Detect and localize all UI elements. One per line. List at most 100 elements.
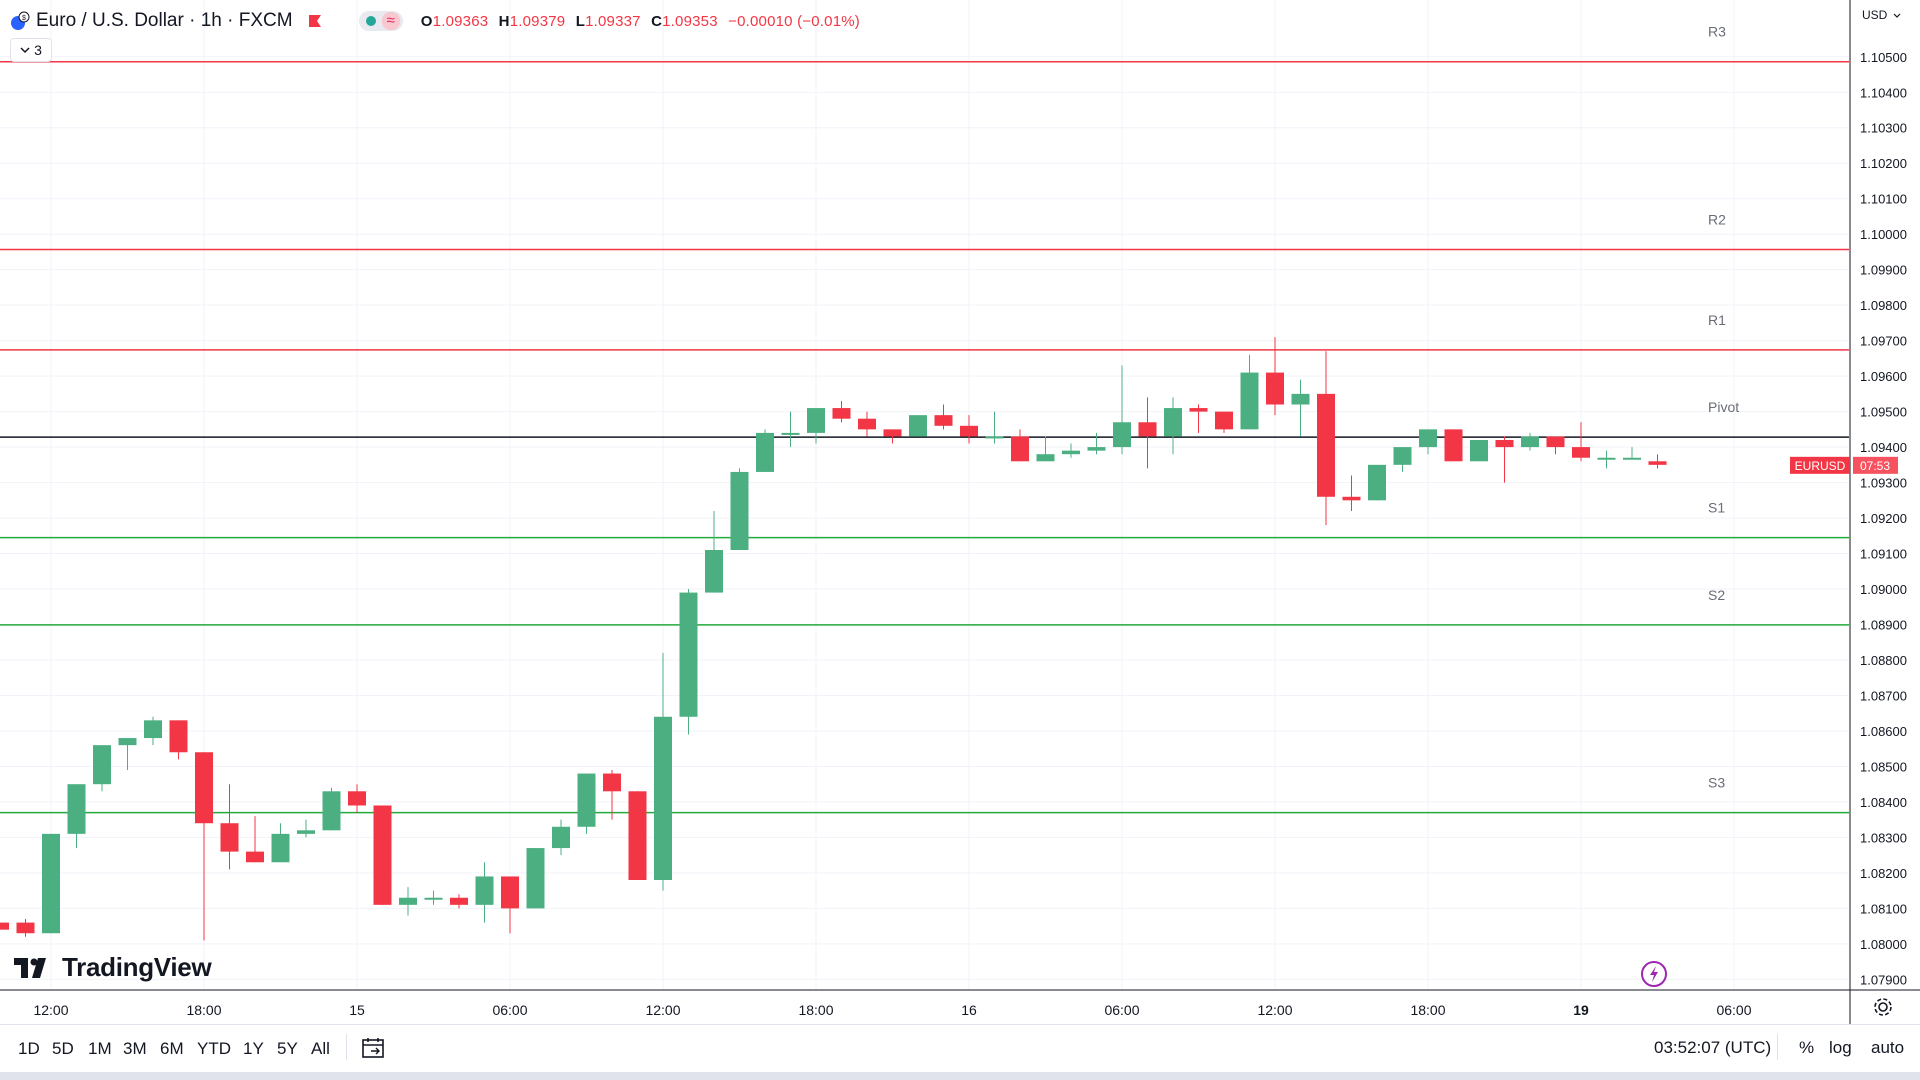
candle-body <box>144 720 162 739</box>
candle-body <box>934 415 953 426</box>
change-value: −0.00010 (−0.01%) <box>728 12 860 30</box>
tradingview-logo-icon <box>14 957 46 978</box>
countdown-badge-label: 07:53 <box>1860 459 1890 473</box>
tradingview-logo[interactable]: TradingView <box>14 952 212 983</box>
candle-body <box>424 897 443 900</box>
currency-selector[interactable]: USD <box>1862 8 1901 22</box>
range-button-1d[interactable]: 1D <box>18 1039 40 1058</box>
x-tick-label: 19 <box>1573 1002 1589 1018</box>
candle-body <box>1113 422 1131 448</box>
utc-clock[interactable]: 03:52:07 (UTC) <box>1654 1038 1772 1057</box>
candle-body <box>985 436 1004 439</box>
candle-body <box>628 791 647 880</box>
candle-body <box>1597 457 1616 460</box>
high-value: 1.09379 <box>509 12 566 30</box>
price-chart[interactable]: 1.07900 1.08000 1.08100 1.08200 1.08300 1.084… <box>0 0 1920 1024</box>
candle-body <box>1648 461 1667 465</box>
candle-body <box>909 415 927 437</box>
candle-body <box>730 471 749 550</box>
range-button-1y[interactable]: 1Y <box>243 1039 264 1058</box>
candle-body <box>1572 447 1590 458</box>
close-label: C <box>651 12 663 30</box>
bolt-icon[interactable] <box>1640 960 1668 988</box>
candle-body <box>807 408 825 433</box>
candle-body <box>1036 454 1055 462</box>
y-tick-label: 1.09000 <box>1860 582 1907 597</box>
high-label: H <box>498 12 510 30</box>
toolbar-divider <box>1777 1034 1778 1060</box>
pivot-level-label-r3: R3 <box>1708 24 1726 40</box>
range-button-6m[interactable]: 6M <box>160 1039 184 1058</box>
range-button-5d[interactable]: 5D <box>52 1039 74 1058</box>
range-button-3m[interactable]: 3M <box>123 1039 147 1058</box>
y-tick-label: 1.08000 <box>1860 937 1907 952</box>
x-tick-label: 12:00 <box>33 1002 68 1018</box>
log-toggle[interactable]: log <box>1829 1038 1852 1057</box>
candle-body <box>756 432 774 472</box>
symbol-title[interactable]: Euro / U.S. Dollar · 1h · FXCM <box>36 10 293 31</box>
candle-body <box>399 897 417 905</box>
svg-text:$: $ <box>22 15 26 22</box>
chevron-down-icon <box>20 47 30 54</box>
candle-body <box>832 408 851 419</box>
low-value: 1.09337 <box>585 12 641 30</box>
symbol-badge <box>1790 456 1850 474</box>
y-tick-label: 1.10200 <box>1860 156 1907 171</box>
candle-body <box>118 738 137 746</box>
y-tick-label: 1.09600 <box>1860 369 1907 384</box>
y-tick-label: 1.09700 <box>1860 334 1907 349</box>
percent-toggle[interactable]: % <box>1799 1038 1815 1057</box>
indicators-collapse-button[interactable]: 3 <box>10 38 52 62</box>
countdown-badge <box>1853 456 1898 474</box>
flag-icon[interactable] <box>307 13 323 29</box>
x-tick-label: 18:00 <box>1410 1002 1445 1018</box>
x-tick-label: 16 <box>961 1002 977 1018</box>
pivot-level-label-r1: R1 <box>1708 312 1726 328</box>
indicator-status-pill[interactable]: ≈ <box>358 11 403 31</box>
y-tick-label: 1.08100 <box>1860 901 1907 916</box>
x-tick-label: 18:00 <box>186 1002 221 1018</box>
chevron-down-icon <box>1893 13 1901 18</box>
x-tick-label: 06:00 <box>1104 1002 1139 1018</box>
y-tick-label: 1.08300 <box>1860 830 1907 845</box>
candle-body <box>858 418 876 430</box>
pivot-level-label-r2: R2 <box>1708 211 1726 227</box>
open-label: O <box>420 12 433 30</box>
y-tick-label: 1.07900 <box>1860 972 1907 987</box>
range-button-ytd[interactable]: YTD <box>197 1039 231 1058</box>
x-tick-label: 06:00 <box>1716 1002 1751 1018</box>
calendar-icon[interactable] <box>360 1036 386 1060</box>
candle-body <box>450 897 468 905</box>
range-button-all[interactable]: All <box>311 1039 330 1058</box>
symbol-icon[interactable]: $ <box>10 11 30 31</box>
auto-toggle[interactable]: auto <box>1871 1038 1905 1057</box>
y-tick-label: 1.10300 <box>1860 121 1907 136</box>
candle-body <box>1393 447 1412 465</box>
candle-body <box>93 745 111 785</box>
y-tick-label: 1.08900 <box>1860 618 1907 633</box>
y-tick-label: 1.08600 <box>1860 724 1907 739</box>
pivot-level-label-s2: S2 <box>1708 587 1725 603</box>
indicator-count: 3 <box>34 42 42 58</box>
candle-body <box>1470 440 1488 462</box>
market-open-dot <box>365 16 376 26</box>
bottom-toolbar: 1D 5D 1M 3M 6M YTD 1Y 5Y All <box>0 1024 1920 1073</box>
x-tick-label: 06:00 <box>492 1002 527 1018</box>
gear-icon[interactable] <box>1872 996 1894 1018</box>
candle-body <box>195 752 213 824</box>
candle-body <box>1062 450 1080 455</box>
candle-body <box>1164 408 1182 437</box>
range-button-5y[interactable]: 5Y <box>277 1039 298 1058</box>
candle-body <box>679 592 698 717</box>
pivot-level-label-s1: S1 <box>1708 500 1725 516</box>
candle-body <box>0 922 9 930</box>
candle-body <box>42 833 60 934</box>
candle-body <box>577 773 596 827</box>
candle-body <box>1215 411 1233 430</box>
open-value: 1.09363 <box>432 12 489 30</box>
low-label: L <box>575 12 586 30</box>
x-tick-label: 18:00 <box>798 1002 833 1018</box>
toolbar-divider <box>346 1034 347 1060</box>
range-button-1m[interactable]: 1M <box>88 1039 112 1058</box>
y-tick-label: 1.08800 <box>1860 653 1907 668</box>
